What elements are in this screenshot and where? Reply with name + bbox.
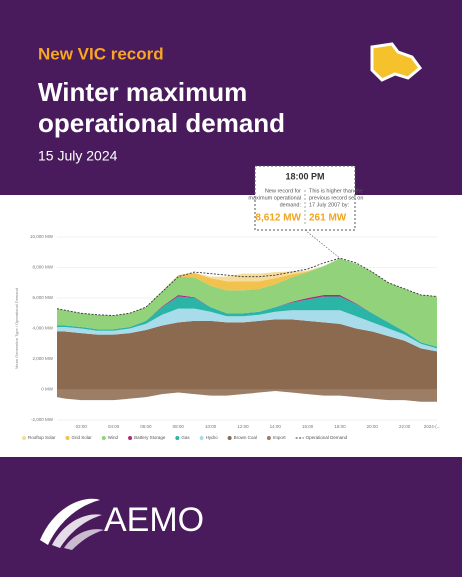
area bbox=[57, 389, 437, 402]
area bbox=[57, 258, 437, 316]
title: operational demand bbox=[38, 108, 285, 138]
legend-swatch bbox=[227, 436, 232, 440]
x-tick-label: 04:00 bbox=[108, 424, 120, 429]
callout-text: New record for bbox=[265, 188, 301, 194]
legend-label: Battery Storage bbox=[134, 435, 166, 440]
x-tick-label: 12:00 bbox=[237, 424, 249, 429]
area bbox=[57, 319, 437, 390]
callout-pointer bbox=[304, 229, 341, 259]
x-tick-label: 2024-(... bbox=[424, 424, 441, 429]
x-tick-label: 18:00 bbox=[334, 424, 346, 429]
area bbox=[57, 296, 437, 349]
callout-value: 8,612 MW bbox=[255, 213, 301, 224]
legend-label: Rooftop Solar bbox=[28, 435, 56, 440]
callout-text: This is higher than the bbox=[309, 188, 363, 194]
callout-value: 261 MW bbox=[309, 213, 347, 224]
legend-swatch bbox=[101, 436, 106, 440]
x-tick-label: 08:00 bbox=[173, 424, 185, 429]
kicker: New VIC record bbox=[38, 44, 164, 63]
title: Winter maximum bbox=[38, 77, 247, 107]
y-tick-label: -2,000 MW bbox=[31, 417, 54, 422]
y-tick-label: 0 MW bbox=[41, 387, 54, 392]
legend-swatch bbox=[175, 436, 180, 440]
area bbox=[57, 308, 437, 352]
legend-label: Grid Solar bbox=[72, 435, 93, 440]
x-tick-label: 06:00 bbox=[140, 424, 152, 429]
callout-time: 18:00 PM bbox=[285, 171, 324, 181]
y-tick-label: 10,000 MW bbox=[30, 234, 54, 239]
callout-text: 17 July 2007 by: bbox=[309, 202, 350, 208]
legend-swatch bbox=[199, 436, 204, 440]
y-tick-label: 8,000 MW bbox=[32, 265, 53, 270]
vic-map-icon bbox=[370, 42, 423, 82]
logo-text: AEMO bbox=[104, 501, 204, 539]
x-tick-label: 14:00 bbox=[270, 424, 282, 429]
x-tick-label: 02:00 bbox=[76, 424, 88, 429]
y-tick-label: 2,000 MW bbox=[32, 356, 53, 361]
x-tick-label: 10:00 bbox=[205, 424, 217, 429]
y-tick-label: 4,000 MW bbox=[32, 326, 53, 331]
callout-text: demand: bbox=[280, 202, 302, 208]
x-tick-label: 16:00 bbox=[302, 424, 314, 429]
x-tick-label: 22:00 bbox=[399, 424, 411, 429]
callout-text: maximum operational bbox=[248, 195, 301, 201]
area bbox=[57, 258, 437, 347]
legend-label: Hydro bbox=[206, 435, 219, 440]
legend-label: Operational Demand bbox=[306, 435, 348, 440]
y-axis-label: Mean Generation Type / Operational Deman… bbox=[14, 288, 19, 369]
x-tick-label: 20:00 bbox=[367, 424, 379, 429]
legend-label: Import bbox=[273, 435, 287, 440]
legend-label: Brown Coal bbox=[234, 435, 257, 440]
logo-mark bbox=[40, 498, 104, 550]
legend-label: Wind bbox=[108, 435, 119, 440]
date: 15 July 2024 bbox=[38, 148, 118, 164]
y-tick-label: 6,000 MW bbox=[32, 295, 53, 300]
legend-swatch bbox=[65, 436, 70, 440]
callout-text: previous record set on bbox=[309, 195, 363, 201]
legend-label: Gas bbox=[181, 435, 190, 440]
demand-line bbox=[56, 257, 438, 316]
legend-swatch bbox=[22, 436, 26, 440]
legend-swatch bbox=[266, 436, 271, 440]
legend-swatch bbox=[128, 436, 133, 440]
